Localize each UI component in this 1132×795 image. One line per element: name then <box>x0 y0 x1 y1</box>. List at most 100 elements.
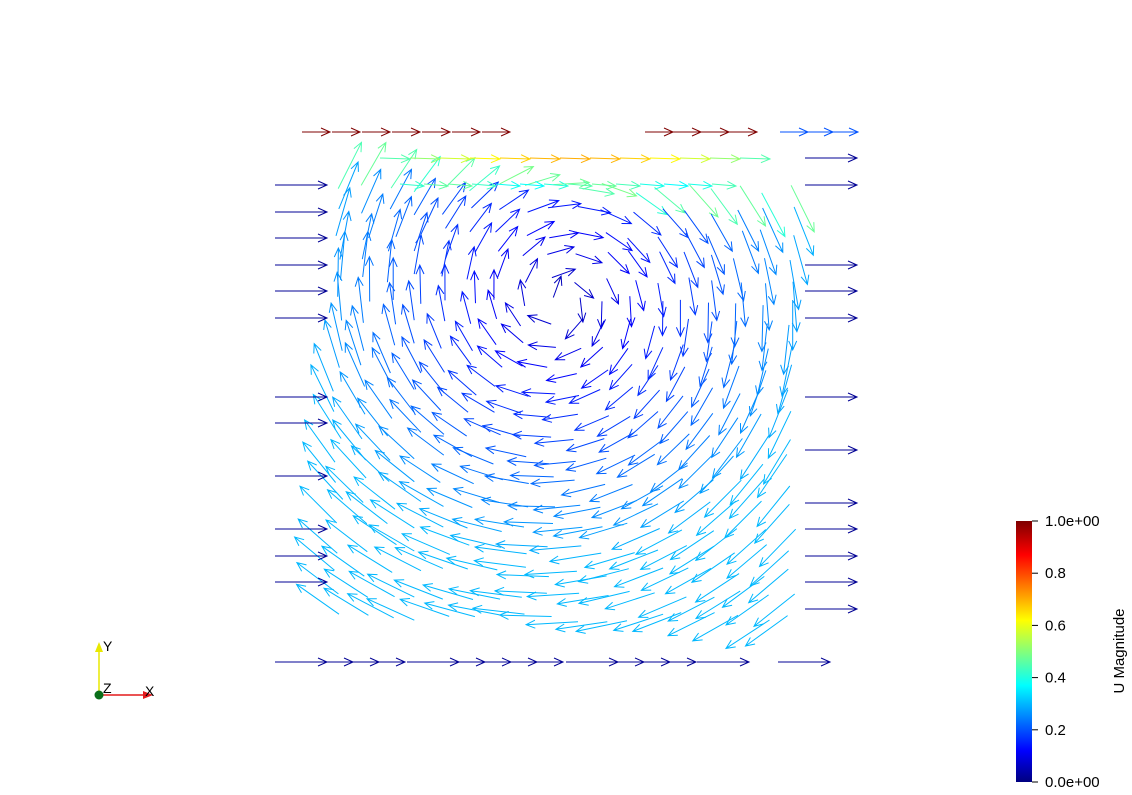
color-legend-label: 0.2 <box>1045 722 1066 739</box>
vector-arrow <box>387 208 403 252</box>
vector-arrow <box>583 552 635 570</box>
vector-arrow <box>641 478 683 507</box>
vector-arrow <box>577 206 612 216</box>
vector-arrow <box>726 544 768 580</box>
vector-arrow <box>293 536 335 571</box>
vector-arrow <box>633 211 662 236</box>
color-legend-bar <box>1016 521 1032 782</box>
vector-arrow <box>335 186 352 237</box>
vector-arrow <box>495 208 521 233</box>
vector-arrow <box>778 657 832 667</box>
vector-arrow <box>612 613 664 632</box>
vector-arrow <box>498 610 552 620</box>
vector-arrow <box>634 529 683 555</box>
vector-arrow <box>637 596 687 618</box>
vector-arrow <box>302 441 336 483</box>
vector-arrow <box>413 211 429 252</box>
vector-arrow <box>735 413 762 459</box>
vector-arrow <box>493 586 547 596</box>
vector-arrow <box>524 173 561 186</box>
vector-arrow <box>395 502 444 528</box>
vector-arrow <box>616 453 655 478</box>
vector-arrow <box>567 180 594 190</box>
vector-arrow <box>678 453 714 490</box>
vector-arrow <box>502 517 554 527</box>
vector-arrow <box>473 516 525 528</box>
vector-arrow <box>520 388 556 398</box>
vector-arrow <box>657 236 679 269</box>
vector-arrow <box>275 392 329 402</box>
vector-arrow <box>369 499 415 529</box>
vector-arrow <box>405 279 415 321</box>
vector-arrow <box>726 529 767 566</box>
vector-arrow <box>497 247 510 278</box>
vector-arrow <box>350 304 365 351</box>
vector-arrow <box>528 545 582 555</box>
vector-arrow <box>711 280 721 322</box>
vector-arrow <box>698 346 713 388</box>
vector-arrow <box>764 258 777 306</box>
vector-arrow <box>762 207 784 254</box>
vector-arrow <box>368 192 385 239</box>
vector-arrow <box>639 500 685 528</box>
vector-arrow <box>554 621 608 633</box>
vector-arrow <box>489 268 499 300</box>
vector-arrow <box>552 274 563 298</box>
color-legend-label: 0.4 <box>1045 670 1066 687</box>
color-legend-title: U Magnitude <box>1111 608 1128 693</box>
vector-arrow <box>718 393 741 436</box>
vector-arrow <box>805 498 859 508</box>
vector-arrow <box>666 612 715 637</box>
vector-arrow <box>805 313 859 323</box>
vector-arrow <box>710 188 739 226</box>
color-legend-label: 0.8 <box>1045 565 1066 582</box>
vector-arrow <box>325 519 368 553</box>
vector-arrow <box>398 480 444 507</box>
vector-arrow <box>469 154 502 164</box>
vector-arrow <box>517 278 527 306</box>
vector-arrow <box>398 455 441 483</box>
vector-arrow <box>522 236 546 257</box>
vector-arrow <box>559 154 592 164</box>
vector-arrow <box>469 165 501 192</box>
vector-arrow <box>439 154 472 164</box>
vector-arrow <box>722 365 740 410</box>
vector-arrow <box>578 522 628 540</box>
vector-arrow <box>637 365 659 397</box>
vector-arrow <box>423 180 450 190</box>
vector-arrow <box>295 561 339 595</box>
vector-arrow <box>741 230 760 275</box>
vector-arrow <box>330 438 367 479</box>
vector-arrow <box>608 348 629 376</box>
vector-arrow <box>497 225 519 252</box>
color-legend-label: 0.6 <box>1045 617 1066 634</box>
vector-arrow <box>470 269 480 304</box>
vector-arrow <box>755 348 769 397</box>
vector-arrow <box>415 263 425 304</box>
vector-arrow <box>665 366 686 403</box>
vector-arrow <box>422 127 452 137</box>
vector-arrow <box>361 212 375 260</box>
vector-arrow <box>525 591 580 601</box>
vector-arrow <box>721 575 765 609</box>
vector-arrow <box>683 210 709 245</box>
vector-arrow <box>657 283 667 318</box>
vector-arrow <box>805 180 859 190</box>
vector-arrow <box>683 251 699 289</box>
vector-arrow <box>388 256 398 300</box>
vector-arrow <box>423 338 445 373</box>
vector-arrow <box>631 612 682 633</box>
vector-arrow <box>477 317 497 345</box>
vector-arrow <box>659 251 676 285</box>
color-legend[interactable]: 1.0e+00 0.8 0.6 0.4 0.2 0.0e+00 U Magnitude <box>1016 513 1128 791</box>
vector-arrow <box>332 127 362 137</box>
vector-arrow <box>312 393 342 439</box>
vector-arrow <box>447 369 477 396</box>
orientation-axes[interactable]: Y Z X <box>94 638 156 700</box>
vector-arrow <box>687 180 714 190</box>
vector-arrow <box>663 180 690 190</box>
vector-arrow <box>425 487 473 508</box>
vector-arrow <box>659 411 689 445</box>
vector-arrow <box>527 341 556 351</box>
